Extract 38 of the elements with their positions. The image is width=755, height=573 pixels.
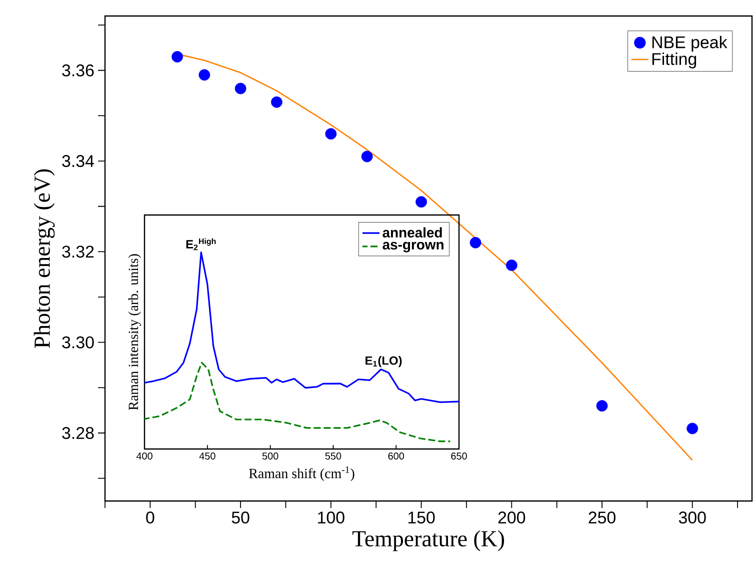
point [325,128,337,140]
point [172,51,183,62]
x-tick-label: 450 [199,452,216,460]
x-tick-label: 550 [325,452,342,460]
legend-label: NBE peak [652,36,728,52]
x-tick-label: 0 [146,512,154,524]
x-tick-label: 150 [408,512,435,524]
point [270,96,282,108]
y-tick-label: 3.30 [62,336,94,348]
point [361,150,373,162]
x-axis-title: Temperature (K) [352,530,504,552]
x-tick-label: 600 [388,452,404,460]
point [596,400,608,412]
annotation: E$_{1}$(LO) [366,356,402,368]
x-tick-label: 500 [262,452,278,460]
legend-label: annealed [382,227,442,238]
legend-label: Fitting [652,52,696,68]
point [470,236,482,248]
point [506,260,518,271]
y-axis-title: Photon energy (eV) [34,169,55,348]
x-axis-title: Raman shift (cm$^{-1}$) [249,466,354,482]
point [686,422,698,434]
legend-label: as-grown [382,242,444,252]
x-tick-label: 200 [498,512,526,524]
x-tick-label: 400 [136,452,152,460]
point [416,196,427,208]
y-tick-label: 3.28 [62,427,94,440]
point [198,69,210,81]
x-tick-label: 650 [451,452,467,460]
x-tick-label: 50 [232,512,250,524]
x-tick-label: 100 [318,512,344,524]
point [234,82,246,94]
y-tick-label: 3.34 [62,155,94,168]
y-tick-label: 3.36 [62,64,94,76]
y-axis-title: Raman intensity (arb. units) [128,254,141,410]
x-tick-label: 250 [588,512,616,524]
y-tick-label: 3.32 [62,246,94,258]
x-tick-label: 300 [678,512,706,524]
